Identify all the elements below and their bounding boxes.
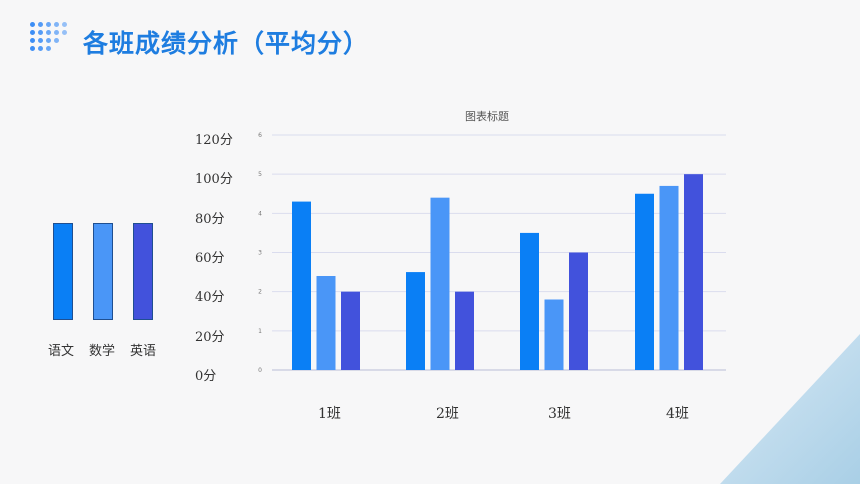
y-tick-label: 0 [258,367,262,374]
dot [38,30,43,35]
dot [62,30,67,35]
dot [46,46,51,51]
y-tick-label: 3 [258,250,262,257]
score-label-100: 100分 [195,172,233,187]
dot [30,30,35,35]
y-tick-label: 4 [258,210,262,217]
dot [38,22,43,27]
bar [659,185,679,370]
x-label-3: 3班 [548,406,571,422]
score-label-80: 80分 [195,212,225,227]
page-title: 各班成绩分析（平均分） [83,29,370,58]
legend-label-chinese: 语文 [48,344,75,359]
y-tick-label: 2 [258,289,262,296]
dot [46,30,51,35]
dot [54,22,59,27]
dot [38,38,43,43]
legend-swatch-english [133,223,153,320]
bar [341,291,360,370]
score-label-0: 0分 [195,369,217,384]
dot [46,38,51,43]
score-label-120: 120分 [195,133,233,148]
bar [635,193,654,370]
bar [406,272,425,370]
dot [46,22,51,27]
x-label-2: 2班 [436,406,459,422]
dot [62,22,67,27]
y-tick-label: 5 [258,171,262,178]
legend-swatch-math [93,223,113,320]
bar [569,252,588,370]
y-tick-label: 6 [258,132,262,139]
bar [430,197,450,370]
score-label-20: 20分 [195,330,225,345]
dot [54,38,59,43]
dot [30,38,35,43]
bar [455,291,474,370]
bar [316,276,336,370]
y-tick-label: 1 [258,328,262,335]
bar [544,299,564,370]
dot [38,46,43,51]
dot [30,22,35,27]
x-label-4: 4班 [666,406,689,422]
chart-title: 图表标题 [465,110,509,123]
x-label-1: 1班 [318,406,341,422]
bar [292,201,311,370]
legend-label-english: 英语 [130,344,157,359]
dot [30,46,35,51]
legend-label-math: 数学 [89,344,116,359]
bar [684,174,703,370]
score-label-40: 40分 [195,290,225,305]
score-label-60: 60分 [195,251,225,266]
bar [520,232,539,370]
legend-swatch-chinese [53,223,73,320]
dot [54,30,59,35]
dots-decoration [30,22,70,56]
